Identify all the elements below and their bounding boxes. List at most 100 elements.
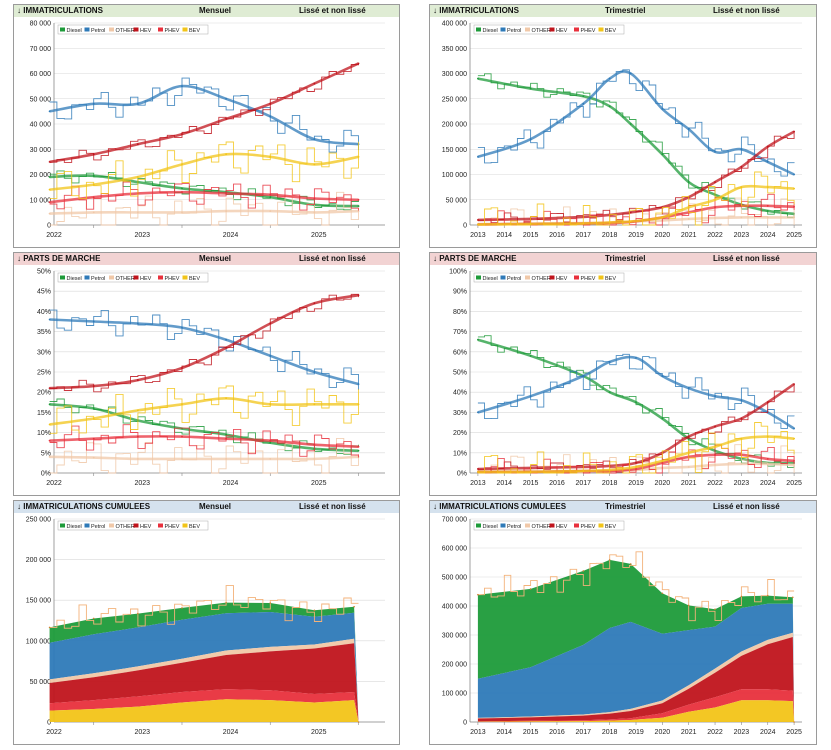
series-raw-petrol <box>49 309 359 390</box>
panel-period: Trimestriel <box>605 6 646 15</box>
x-tick-label: 2014 <box>496 729 512 736</box>
y-tick-label: 45% <box>37 289 51 296</box>
x-tick-label: 2024 <box>760 729 776 736</box>
data-point-total <box>740 595 743 598</box>
data-point-petrol <box>357 383 360 386</box>
area-bev <box>477 700 795 722</box>
data-point-bev <box>477 223 479 226</box>
data-point-diesel <box>608 391 611 394</box>
legend-label-hev: HEV <box>556 28 568 34</box>
data-point-hev <box>136 379 139 381</box>
panel-smoothing: Lissé et non lissé <box>713 254 780 263</box>
data-point-other <box>92 211 95 214</box>
data-point-bev <box>766 435 769 438</box>
data-point-diesel <box>635 401 637 404</box>
y-tick-label: 15% <box>37 410 51 417</box>
data-point-bev <box>136 409 139 412</box>
y-tick-label: 0 <box>463 223 467 230</box>
legend-label-hev: HEV <box>140 276 152 282</box>
data-point-total <box>477 593 479 596</box>
x-tick-label: 2023 <box>134 232 150 239</box>
data-point-petrol <box>529 138 532 141</box>
y-tick-label: 40% <box>453 390 467 397</box>
data-point-other <box>793 216 795 219</box>
y-tick-label: 30% <box>453 410 467 417</box>
panel-registrations-monthly: ↓ IMMATRICULATIONS Mensuel Lissé et non … <box>13 4 400 248</box>
data-point-diesel <box>48 403 51 406</box>
data-point-phev <box>635 468 637 470</box>
data-point-diesel <box>181 187 183 190</box>
series-raw-diesel <box>477 73 795 219</box>
data-point-hev <box>136 143 139 146</box>
y-tick-label: 700 000 <box>442 517 467 524</box>
legend-swatch-hev <box>549 523 555 528</box>
data-point-bev <box>181 403 183 406</box>
legend-swatch-phev <box>158 275 163 280</box>
y-tick-label: 0 <box>463 720 467 727</box>
legend-swatch-hev <box>133 275 139 280</box>
data-point-other <box>181 211 183 214</box>
data-point-other <box>313 457 316 460</box>
data-point-hev <box>687 435 690 438</box>
y-tick-label: 40% <box>37 309 51 316</box>
data-point-petrol <box>269 354 272 357</box>
y-tick-label: 10 000 <box>30 197 52 204</box>
data-point-phev <box>225 192 228 195</box>
panel-title: ↓ PARTS DE MARCHE <box>433 254 517 263</box>
area-diesel <box>477 559 795 722</box>
data-point-total <box>582 570 585 572</box>
series-smooth-bev <box>49 152 359 191</box>
data-point-bev <box>313 163 316 166</box>
data-point-diesel <box>92 174 95 177</box>
series-raw-phev <box>49 424 359 458</box>
legend-swatch-petrol <box>84 27 90 32</box>
data-point-bev <box>661 216 664 219</box>
legend-swatch-other <box>109 523 114 528</box>
x-tick-label: 2022 <box>707 232 723 239</box>
data-point-petrol <box>740 148 743 151</box>
x-tick-label: 2024 <box>223 480 239 487</box>
area-diesel <box>49 602 359 722</box>
y-tick-label: 100% <box>449 269 467 276</box>
legend-label-hev: HEV <box>140 524 152 530</box>
y-tick-label: 35% <box>37 329 51 336</box>
legend-label-bev: BEV <box>605 524 616 530</box>
legend-box <box>473 520 625 531</box>
x-tick-label: 2020 <box>655 729 671 736</box>
data-point-petrol <box>608 361 611 363</box>
series-smooth-bev <box>49 396 359 426</box>
area-hev <box>477 637 795 722</box>
data-point-total <box>687 604 690 607</box>
legend-swatch-phev <box>574 275 579 280</box>
y-tick-label: 50 000 <box>446 197 468 204</box>
panel-market-share-monthly: ↓ PARTS DE MARCHE Mensuel Lissé et non l… <box>13 252 400 496</box>
data-point-hev <box>766 145 769 148</box>
x-tick-label: 2019 <box>628 729 644 736</box>
panel-header: ↓ PARTS DE MARCHE Mensuel Lissé et non l… <box>14 253 399 265</box>
legend-label-phev: PHEV <box>581 524 596 530</box>
legend-label-petrol: Petrol <box>91 276 105 282</box>
data-point-hev <box>714 425 716 428</box>
data-point-hev <box>92 385 95 388</box>
data-point-petrol <box>740 399 743 402</box>
data-point-phev <box>766 204 769 207</box>
data-point-bev <box>269 155 272 158</box>
data-point-other <box>714 464 716 466</box>
data-point-hev <box>793 130 795 133</box>
data-point-petrol <box>714 150 716 153</box>
data-point-diesel <box>92 407 95 410</box>
series-smooth-hev <box>49 293 359 390</box>
legend-label-other: OTHER <box>116 524 135 530</box>
legend-swatch-phev <box>574 523 579 528</box>
data-point-petrol <box>793 427 795 430</box>
data-point-bev <box>766 186 769 189</box>
legend-label-petrol: Petrol <box>91 524 105 530</box>
x-tick-label: 2013 <box>470 480 486 487</box>
data-point-total <box>529 588 532 590</box>
panel-smoothing: Lissé et non lissé <box>299 502 366 511</box>
data-point-hev <box>269 322 272 325</box>
data-point-petrol <box>181 85 183 88</box>
legend-swatch-other <box>525 523 530 528</box>
x-tick-label: 2022 <box>707 729 723 736</box>
panel-cumulative-monthly: ↓ IMMATRICULATIONS CUMULEES Mensuel Liss… <box>13 500 400 745</box>
